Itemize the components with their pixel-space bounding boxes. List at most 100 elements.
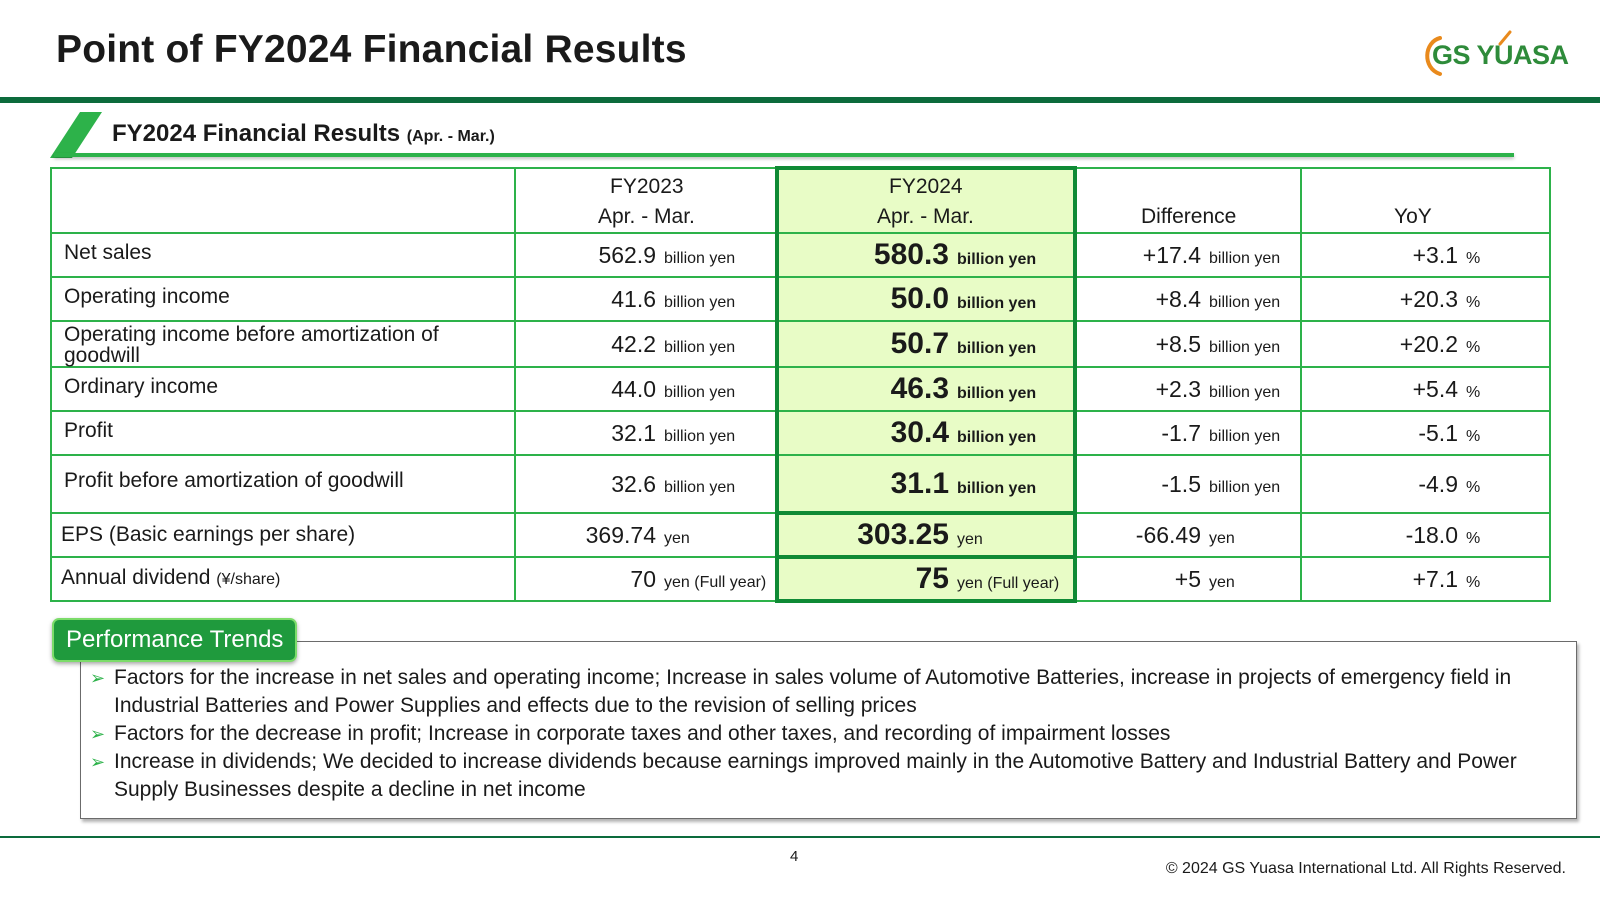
page-number: 4	[790, 848, 799, 865]
fy2024-unit: billion yen	[957, 340, 1037, 357]
list-item: ➢ Factors for the decrease in profit; Inc…	[88, 720, 1558, 748]
logo-text: GS YUASA	[1432, 40, 1569, 70]
fy2024-cell: 580.3 billion yen	[775, 232, 1077, 278]
page-title: Point of FY2024 Financial Results	[56, 28, 687, 71]
yoy-cell: -4.9%	[1300, 454, 1551, 514]
fy2023-unit: billion yen	[664, 478, 736, 496]
row-label-cell: Annual dividend (¥/share)	[50, 556, 516, 602]
difference-unit: billion yen	[1209, 383, 1281, 401]
difference-value: +8.5	[1155, 330, 1201, 357]
list-item: ➢ Factors for the increase in net sales a…	[88, 664, 1558, 720]
table-row: Operating income before amortization of …	[50, 320, 1551, 368]
yoy-value: +3.1	[1412, 241, 1458, 268]
fy2023-value: 44.0	[611, 375, 656, 402]
header-fy2024-period: Apr. - Mar.	[877, 205, 974, 228]
difference-cell: -1.5 billion yen	[1074, 454, 1302, 514]
arrow-bullet-icon: ➢	[90, 752, 106, 772]
performance-trends-box	[80, 641, 1577, 819]
fy2024-value: 580.3	[873, 238, 949, 271]
yoy-value: +5.4	[1412, 375, 1458, 402]
fy2024-value: 50.0	[890, 282, 949, 315]
fy2023-cell: 32.1 billion yen	[514, 410, 778, 456]
logo-swoosh-icon	[1425, 30, 1512, 76]
table-header-row: FY2023 Apr. - Mar. FY2024 Apr. - Mar. Di…	[50, 166, 1551, 234]
fy2023-unit: billion yen	[664, 427, 736, 445]
yoy-unit: %	[1466, 427, 1481, 445]
fy2023-cell: 42.2 billion yen	[514, 320, 778, 368]
difference-cell: +8.5 billion yen	[1074, 320, 1302, 368]
difference-value: +17.4	[1142, 241, 1201, 268]
section-subtitle: (Apr. - Mar.)	[406, 128, 495, 145]
difference-value: +5	[1174, 565, 1201, 592]
arrow-bullet-icon: ➢	[90, 668, 106, 688]
fy2024-cell: 31.1 billion yen	[775, 454, 1077, 515]
fy2024-unit: billion yen	[957, 429, 1037, 446]
row-label: Profit	[64, 419, 114, 442]
section-header: FY2024 Financial Results (Apr. - Mar.)	[48, 110, 1518, 160]
bullet-text: Factors for the decrease in profit; Incr…	[114, 722, 1171, 745]
yoy-value: -5.1	[1418, 419, 1458, 446]
table-row: Net sales 562.9 billion yen 580.3 billion …	[50, 232, 1551, 278]
yoy-value: -18.0	[1405, 521, 1458, 548]
difference-value: -1.5	[1161, 470, 1201, 497]
copyright: © 2024 GS Yuasa International Ltd. All R…	[1165, 860, 1566, 877]
row-label-cell: Operating income before amortization of …	[50, 320, 516, 368]
fy2023-cell: 562.9 billion yen	[514, 232, 778, 278]
fy2024-value: 75	[915, 562, 949, 595]
fy2023-value: 70	[630, 565, 656, 592]
fy2023-unit: yen	[664, 529, 690, 547]
row-label: Operating income	[64, 285, 230, 308]
section-title-text: FY2024 Financial Results	[112, 120, 401, 147]
yoy-value: +20.2	[1399, 330, 1458, 357]
yoy-unit: %	[1466, 249, 1481, 267]
fy2023-value: 32.6	[611, 470, 656, 497]
header-fy2024: FY2024 Apr. - Mar.	[775, 166, 1077, 234]
yoy-cell: +3.1%	[1300, 232, 1551, 278]
row-label: Profit before amortization of goodwill	[64, 469, 404, 492]
yoy-cell: -18.0%	[1300, 512, 1551, 558]
yoy-value: +7.1	[1412, 565, 1458, 592]
bullet-text: Factors for the increase in net sales an…	[114, 666, 1512, 717]
fy2023-cell: 44.0 billion yen	[514, 366, 778, 412]
company-logo: GS YUASA	[1418, 22, 1569, 86]
bullet-text: Increase in dividends; We decided to inc…	[114, 750, 1517, 801]
yoy-unit: %	[1466, 383, 1481, 401]
yoy-unit: %	[1466, 529, 1481, 547]
row-label: EPS (Basic earnings per share)	[61, 523, 356, 546]
table-row: Profit before amortization of goodwill 3…	[50, 454, 1551, 515]
difference-unit: billion yen	[1209, 338, 1281, 356]
difference-cell: -1.7 billion yen	[1074, 410, 1302, 456]
fy2023-cell: 41.6 billion yen	[514, 276, 778, 322]
fy2024-cell: 50.0 billion yen	[775, 276, 1077, 322]
difference-unit: yen	[1209, 529, 1235, 547]
difference-value: +8.4	[1155, 285, 1201, 312]
difference-unit: yen	[1209, 573, 1235, 591]
header-label-cell	[50, 167, 516, 234]
fy2023-unit: billion yen	[664, 383, 736, 401]
header-yoy-text: YoY	[1394, 205, 1432, 228]
header-rule	[0, 97, 1600, 103]
header-fy2024-year: FY2024	[889, 175, 963, 198]
fy2023-value: 42.2	[611, 330, 656, 357]
fy2024-cell: 30.4 billion yen	[775, 410, 1077, 456]
fy2024-unit: yen (Full year)	[957, 575, 1060, 592]
yoy-value: +20.3	[1399, 285, 1458, 312]
yoy-cell: +20.3%	[1300, 276, 1551, 322]
header-difference-text: Difference	[1141, 205, 1237, 228]
fy2023-value: 369.74	[585, 521, 656, 548]
table-row: Ordinary income 44.0 billion yen 46.3 bill…	[50, 366, 1551, 412]
fy2024-cell: 75 yen (Full year)	[775, 556, 1077, 603]
footer-rule	[0, 836, 1600, 838]
row-label-cell: EPS (Basic earnings per share)	[50, 512, 516, 558]
row-label-cell: Profit	[50, 410, 516, 456]
row-label-cell: Net sales	[50, 232, 516, 278]
yoy-unit: %	[1466, 338, 1481, 356]
table-row: Operating income 41.6 billion yen 50.0 bil…	[50, 276, 1551, 322]
difference-cell: +8.4 billion yen	[1074, 276, 1302, 322]
header-fy2023-year: FY2023	[610, 175, 684, 198]
row-label-note: (¥/share)	[216, 571, 281, 588]
fy2024-value: 30.4	[890, 416, 949, 449]
fy2023-unit: billion yen	[664, 293, 736, 311]
fy2024-value: 46.3	[890, 372, 949, 405]
difference-unit: billion yen	[1209, 293, 1281, 311]
